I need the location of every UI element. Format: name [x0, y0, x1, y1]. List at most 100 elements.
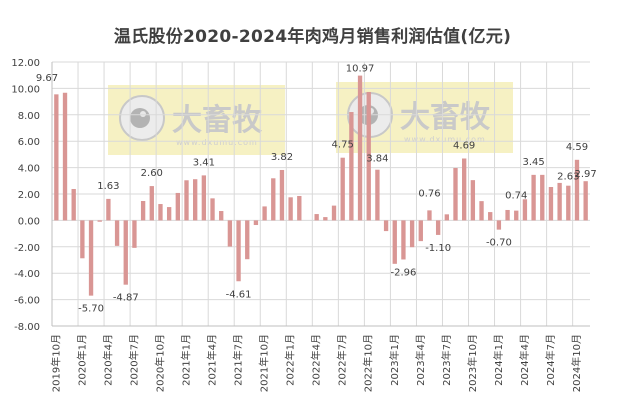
data-label: -4.61	[226, 289, 252, 300]
bar	[496, 220, 502, 230]
bar	[97, 220, 102, 222]
bar	[357, 75, 363, 221]
bar	[201, 175, 207, 221]
x-tick-label: 2019年10月	[49, 334, 62, 392]
x-tick-label: 2022年4月	[310, 334, 323, 386]
data-label: 10.97	[346, 64, 375, 75]
bar	[123, 220, 128, 285]
bar	[375, 169, 380, 221]
bar	[548, 187, 554, 221]
bar	[271, 178, 276, 221]
bar	[349, 112, 354, 221]
x-tick-label: 2023年10月	[466, 334, 479, 392]
x-axis-ticks: 2019年10月 2020年1月 2020年4月 2020年7月 2020年10月 202…	[49, 334, 583, 392]
bar	[462, 158, 467, 221]
data-label: -2.96	[390, 267, 416, 278]
data-label: 9.67	[36, 73, 58, 84]
bar	[314, 214, 319, 221]
bar	[522, 199, 528, 221]
bar	[245, 220, 250, 260]
x-tick-label: 2021年7月	[232, 334, 245, 386]
bar	[323, 217, 328, 221]
bar	[583, 181, 588, 221]
bar	[132, 220, 137, 248]
y-tick-label: 6.00	[18, 137, 40, 148]
bar	[279, 169, 285, 221]
watermark-url: www.dxumu.com	[404, 135, 486, 144]
y-tick-label: -4.00	[14, 269, 40, 280]
bar	[149, 186, 154, 221]
data-label: -5.70	[78, 304, 104, 315]
bar	[444, 214, 449, 221]
y-tick-label: 2.00	[18, 190, 40, 201]
bar	[557, 182, 562, 221]
bar	[288, 197, 293, 221]
x-tick-label: 2024年1月	[492, 334, 505, 386]
bar	[514, 210, 519, 221]
bars	[54, 75, 588, 296]
bar	[80, 220, 85, 259]
bar	[366, 91, 371, 221]
bar	[531, 174, 536, 221]
bar	[470, 180, 476, 221]
grid-lines	[51, 61, 590, 327]
x-tick-label: 2020年10月	[153, 334, 166, 392]
x-tick-label: 2021年10月	[258, 334, 271, 392]
chart-title: 温氏股份2020-2024年肉鸡月销售利润估值(亿元)	[113, 27, 512, 47]
data-label: 4.59	[566, 142, 588, 153]
data-label: 3.45	[522, 157, 544, 168]
x-tick-label: 2023年7月	[440, 334, 453, 386]
data-label: 0.74	[505, 191, 527, 202]
bar	[392, 220, 397, 264]
watermark-brand: 大畜牧	[172, 103, 263, 138]
bar	[340, 157, 345, 221]
x-tick-label: 2020年1月	[75, 334, 88, 386]
bar	[479, 201, 484, 221]
bar	[175, 192, 180, 221]
data-label: -0.70	[486, 238, 512, 249]
bar	[297, 195, 302, 221]
bar	[574, 159, 580, 221]
bar	[166, 207, 172, 221]
y-tick-label: 12.00	[11, 58, 40, 69]
bar	[227, 220, 233, 247]
x-tick-label: 2024年10月	[570, 334, 583, 392]
data-label: 3.82	[271, 152, 293, 163]
x-tick-label: 2023年1月	[388, 334, 401, 386]
x-tick-label: 2020年4月	[101, 334, 114, 386]
bar	[427, 210, 432, 221]
data-label: -4.87	[113, 293, 139, 304]
bar	[383, 220, 389, 232]
y-tick-label: 0.00	[18, 216, 40, 227]
x-tick-label: 2024年4月	[518, 334, 531, 386]
x-tick-label: 2022年10月	[362, 334, 375, 392]
bar	[193, 179, 198, 221]
data-label: 4.69	[453, 140, 475, 151]
x-tick-label: 2021年4月	[206, 334, 219, 386]
bar	[54, 94, 59, 221]
bar	[435, 220, 441, 235]
bar	[236, 220, 241, 282]
x-tick-label: 2020年7月	[127, 334, 140, 386]
x-tick-label: 2024年7月	[544, 334, 557, 386]
y-tick-label: -2.00	[14, 243, 40, 254]
bar	[331, 205, 337, 221]
data-label: 2.63	[557, 172, 579, 183]
bar	[106, 198, 111, 221]
x-tick-label: 2022年1月	[284, 334, 297, 386]
bar	[184, 180, 189, 221]
y-tick-label: 8.00	[18, 111, 40, 122]
bar	[62, 92, 68, 221]
data-label: 4.75	[332, 140, 354, 151]
bar	[418, 220, 423, 242]
y-tick-label: -8.00	[14, 322, 40, 333]
watermark-url: www.dxumu.com	[176, 138, 258, 147]
data-label: 3.84	[366, 154, 388, 165]
bar	[158, 204, 163, 221]
x-tick-label: 2021年1月	[180, 334, 193, 386]
bar	[505, 209, 510, 221]
bar	[140, 200, 146, 221]
